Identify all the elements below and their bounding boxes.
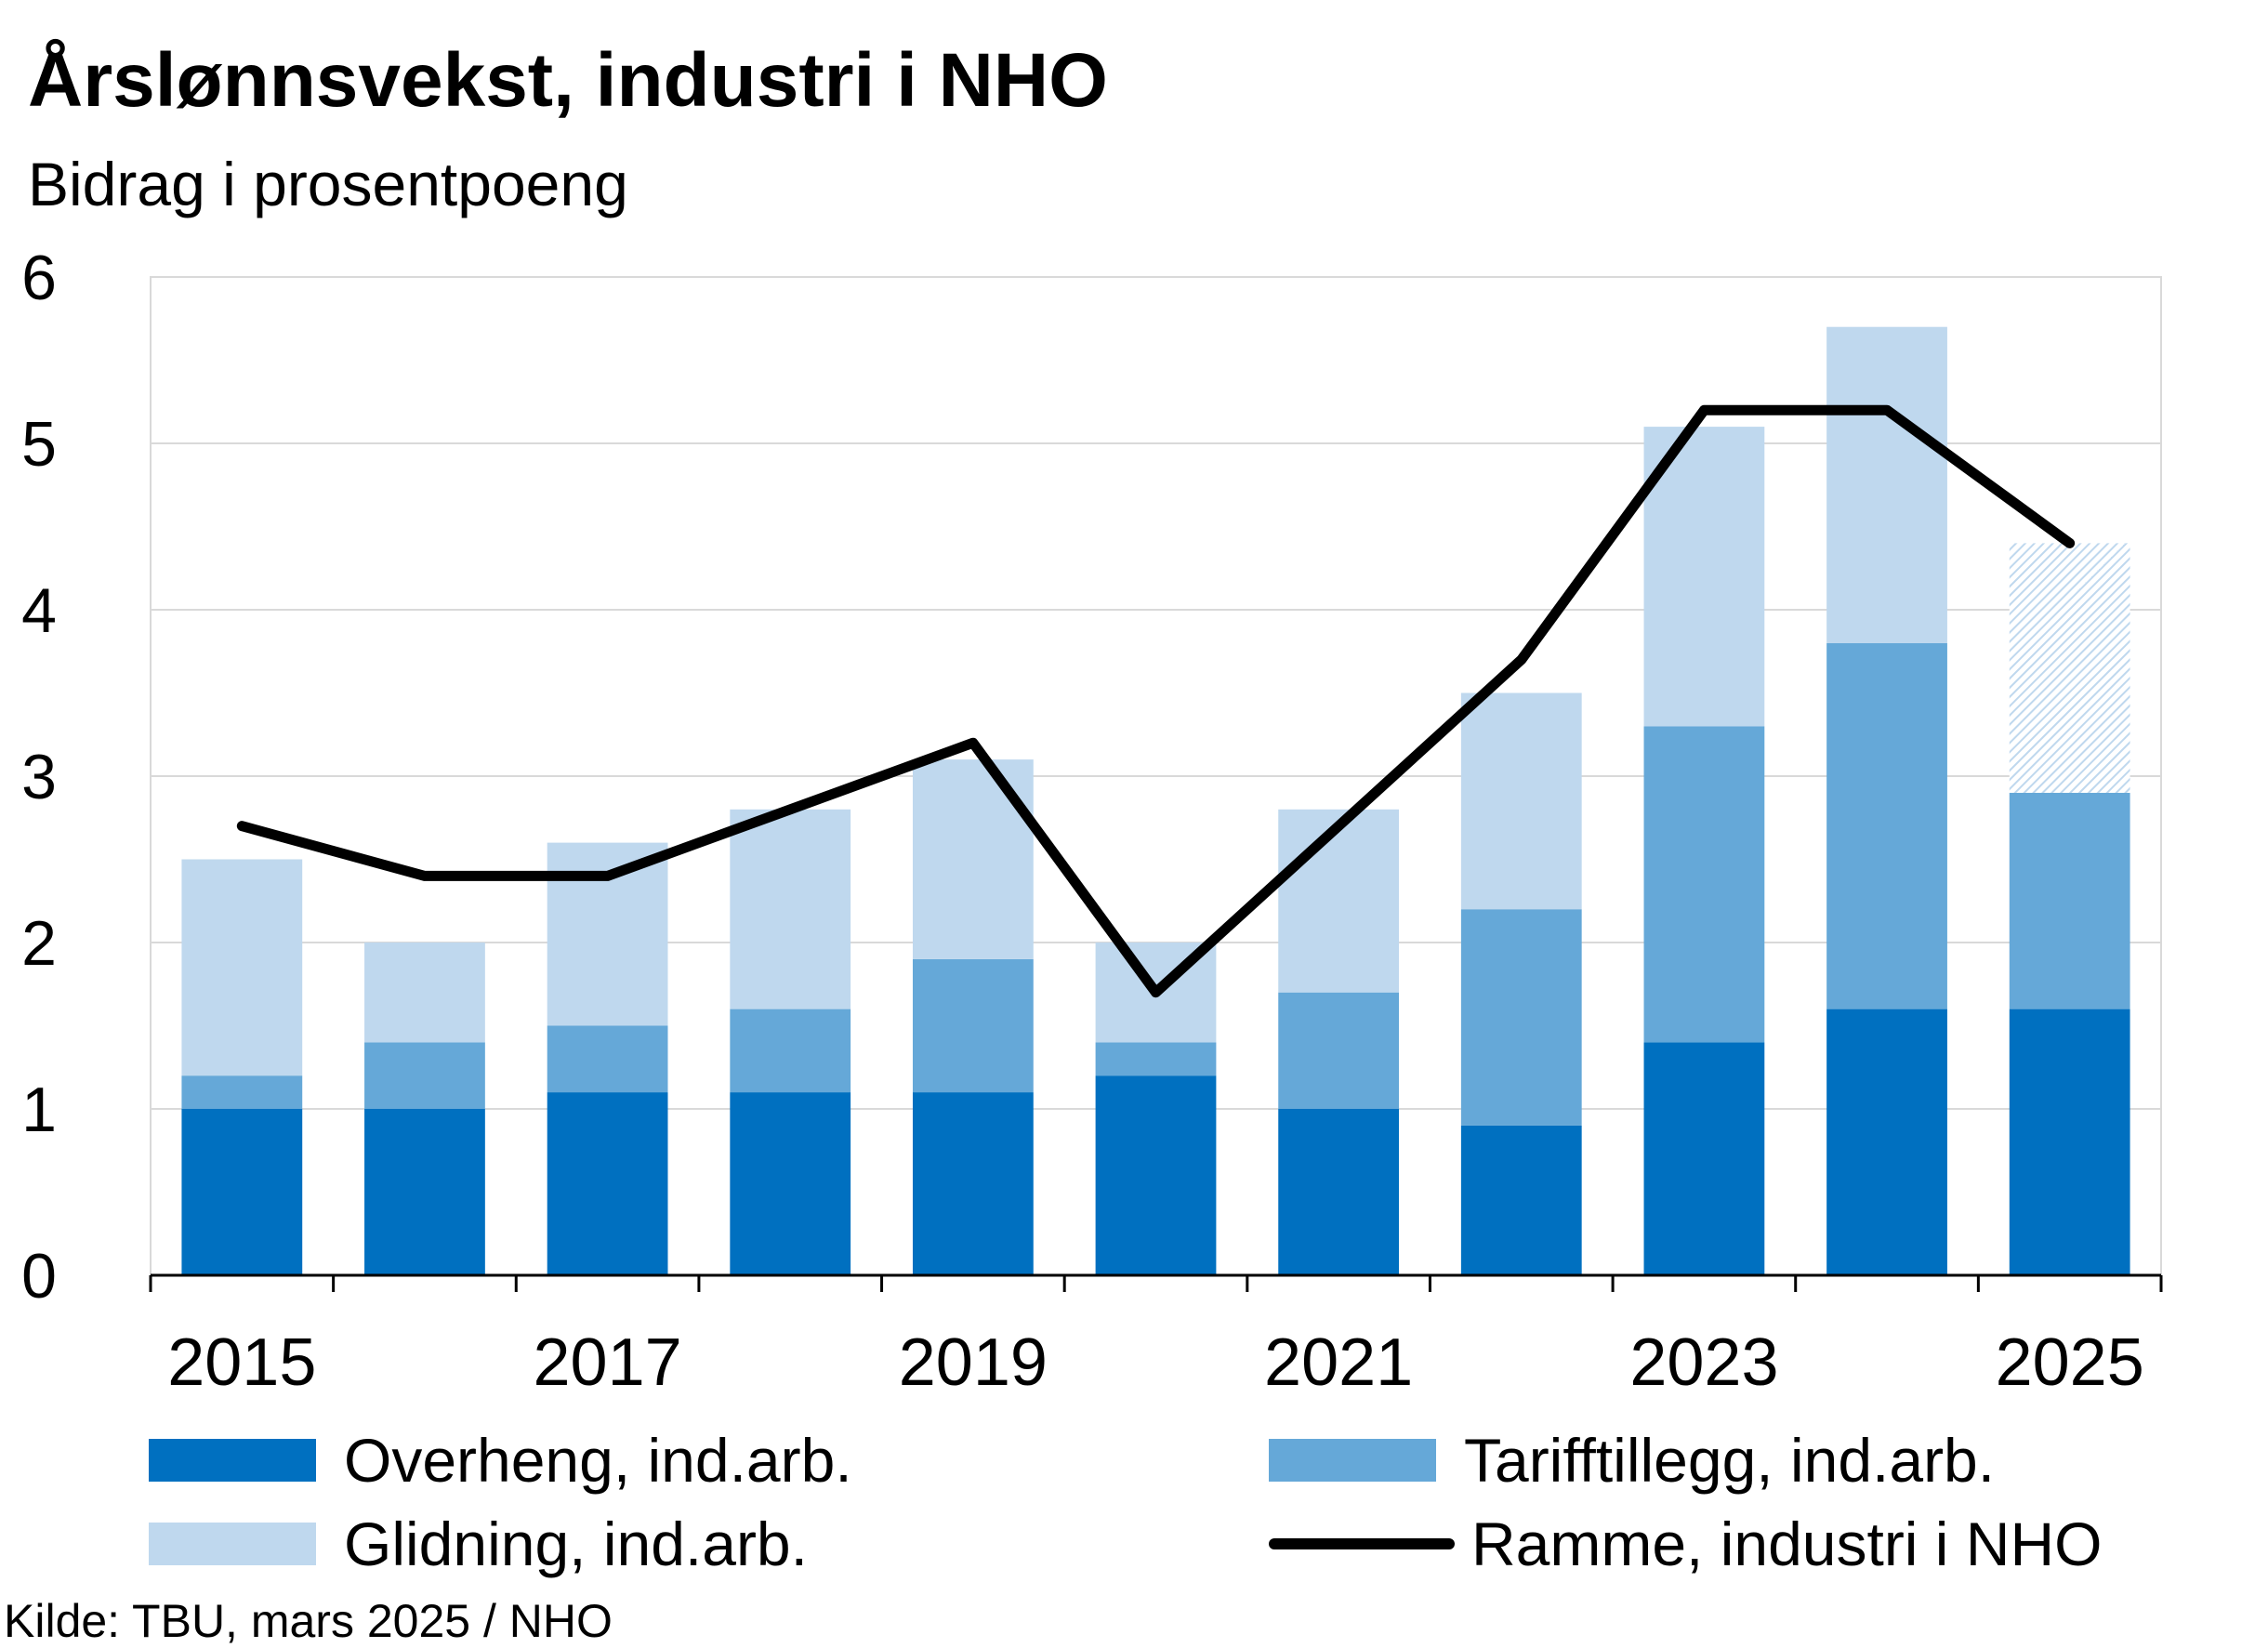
bar-segment	[912, 759, 1034, 959]
legend-swatch-tarifftillegg	[1269, 1439, 1436, 1482]
ramme-point	[241, 824, 244, 827]
bar-segment	[547, 1025, 668, 1093]
bar-segment	[2009, 1009, 2130, 1275]
bar-segment	[1460, 692, 1582, 910]
ramme-line	[236, 404, 2076, 998]
bar-segment	[364, 1109, 485, 1275]
bar-segment	[912, 1092, 1034, 1275]
bar-segment	[1278, 1109, 1400, 1275]
legend-swatch-overheng	[149, 1439, 316, 1482]
bar-segment	[1095, 1075, 1217, 1275]
y-tick-label: 3	[21, 742, 57, 812]
bar-segment	[730, 809, 851, 1009]
chart-subtitle: Bidrag i prosentpoeng	[28, 150, 628, 218]
bar-segment	[1826, 1009, 1947, 1275]
x-tick-label: 2023	[1629, 1325, 1778, 1400]
legend-item-ramme: Ramme, industri i NHO	[1269, 1509, 2102, 1579]
bar-segment	[1643, 1042, 1765, 1275]
ramme-point	[1703, 409, 1706, 412]
bar-segment	[1278, 809, 1400, 993]
bar-segment	[1643, 726, 1765, 1043]
legend-label-ramme: Ramme, industri i NHO	[1471, 1510, 2103, 1578]
bar-segment	[1826, 326, 1947, 643]
bar-segment	[1278, 992, 1400, 1109]
y-tick-label: 5	[21, 409, 57, 480]
legend-label-overheng: Overheng, ind.arb.	[344, 1426, 852, 1495]
y-tick-label: 1	[21, 1074, 57, 1145]
y-tick-label: 6	[21, 243, 57, 313]
y-tick-label: 0	[21, 1241, 57, 1312]
bar-segment	[547, 842, 668, 1026]
legend-swatch-glidning	[149, 1523, 316, 1565]
x-tick-label: 2019	[899, 1325, 1048, 1400]
bar-segment	[2009, 792, 2130, 1009]
ramme-point	[606, 875, 609, 877]
bar-segment	[1460, 1125, 1582, 1275]
bar-segment	[1095, 1042, 1217, 1076]
ramme-point	[1338, 824, 1340, 827]
bar-segment	[912, 958, 1034, 1093]
x-tick-label: 2025	[1996, 1325, 2144, 1400]
bar-segment	[364, 943, 485, 1043]
ramme-point	[789, 808, 792, 811]
ramme-point	[1154, 991, 1157, 994]
legend-item-overheng: Overheng, ind.arb.	[149, 1425, 852, 1496]
ramme-point	[423, 875, 426, 877]
y-tick-label: 2	[21, 908, 57, 979]
ramme-point	[1886, 409, 1889, 412]
x-tick-label: 2015	[167, 1325, 316, 1400]
bar-segment	[364, 1042, 485, 1109]
legend-item-glidning: Glidning, ind.arb.	[149, 1509, 808, 1579]
bar-segment	[730, 1009, 851, 1093]
x-tick-label: 2021	[1264, 1325, 1413, 1400]
x-tick-label: 2017	[534, 1325, 682, 1400]
bar-segment	[1460, 909, 1582, 1126]
source-note: Kilde: TBU, mars 2025 / NHO	[4, 1595, 613, 1647]
chart-title: Årslønnsvekst, industri i NHO	[28, 38, 1108, 123]
bar-segment	[181, 1075, 303, 1109]
ramme-point	[1520, 658, 1523, 661]
bar-segment	[547, 1092, 668, 1275]
bar-segment	[181, 1109, 303, 1275]
bar-segment	[181, 859, 303, 1076]
bar-segment	[2009, 543, 2130, 793]
ramme-point	[971, 742, 974, 745]
bar-segment	[730, 1092, 851, 1275]
legend-label-glidning: Glidning, ind.arb.	[344, 1510, 808, 1578]
ramme-point	[2068, 542, 2071, 545]
y-tick-label: 4	[21, 575, 57, 646]
legend-line-ramme	[1269, 1538, 1455, 1549]
legend-item-tarifftillegg: Tarifftillegg, ind.arb.	[1269, 1425, 1995, 1496]
bar-segment	[1826, 642, 1947, 1009]
bar-segment	[1643, 427, 1765, 727]
legend-label-tarifftillegg: Tarifftillegg, ind.arb.	[1464, 1426, 1996, 1495]
